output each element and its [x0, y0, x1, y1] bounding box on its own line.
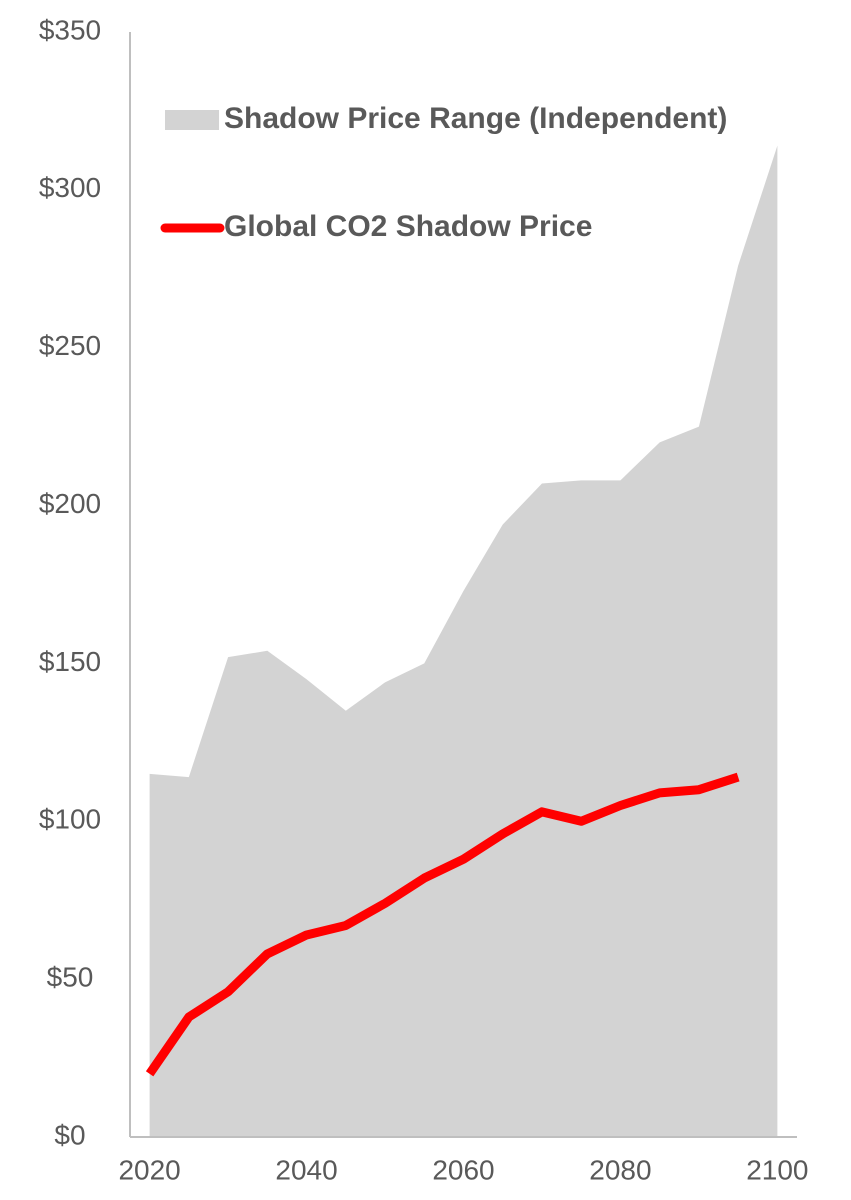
legend-label: Shadow Price Range (Independent) [224, 102, 727, 135]
y-tick-label: $50 [47, 962, 94, 993]
y-tick-label: $250 [39, 330, 101, 361]
y-tick-label: $200 [39, 488, 101, 519]
range-area [149, 145, 778, 1137]
y-tick-label: $350 [39, 14, 101, 45]
x-tick-label: 2040 [275, 1154, 337, 1185]
x-tick-label: 2080 [589, 1154, 651, 1185]
x-tick-label: 2020 [118, 1154, 180, 1185]
y-tick-label: $100 [39, 804, 101, 835]
x-tick-label: 2100 [746, 1154, 808, 1185]
y-tick-label: $300 [39, 172, 101, 203]
y-tick-label: $0 [54, 1119, 85, 1150]
legend-swatch [165, 110, 219, 130]
legend-label: Global CO2 Shadow Price [224, 210, 592, 243]
y-tick-label: $150 [39, 646, 101, 677]
x-tick-label: 2060 [432, 1154, 494, 1185]
price-line [145, 772, 740, 1077]
